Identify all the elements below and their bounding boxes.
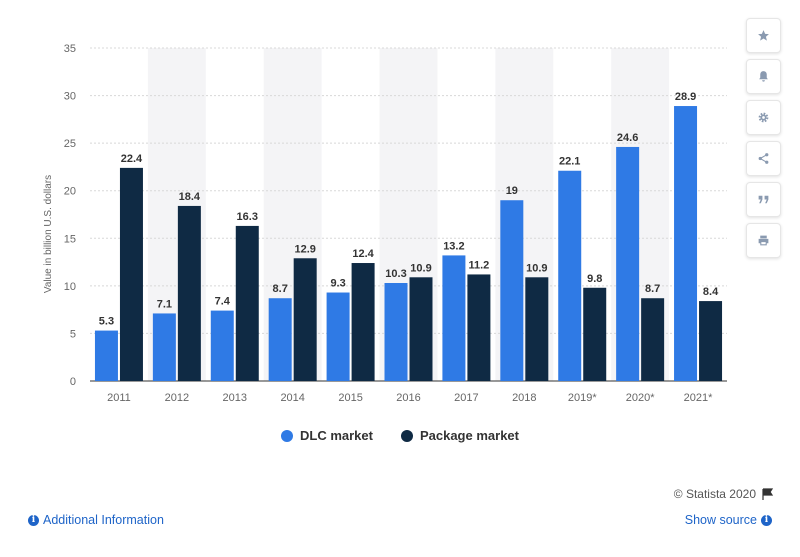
info-icon: i xyxy=(761,514,772,526)
cite-button[interactable] xyxy=(746,182,781,217)
share-icon xyxy=(758,153,769,164)
bar-package xyxy=(351,263,375,381)
data-label-dlc: 9.3 xyxy=(330,278,345,290)
additional-information-link[interactable]: i Additional Information xyxy=(28,513,164,527)
data-label-dlc: 28.9 xyxy=(675,91,696,103)
bar-package xyxy=(699,301,723,381)
data-label-dlc: 22.1 xyxy=(559,156,580,168)
bar-package xyxy=(235,225,259,381)
bar-dlc xyxy=(268,298,292,381)
legend-item-dlc[interactable]: DLC market xyxy=(281,428,373,443)
legend-label-package: Package market xyxy=(419,428,519,443)
data-label-package: 9.8 xyxy=(587,273,602,285)
favorite-button[interactable] xyxy=(746,18,781,53)
y-axis-title: Value in billion U.S. dollars xyxy=(43,175,54,293)
data-label-package: 22.4 xyxy=(121,153,143,165)
data-label-package: 12.9 xyxy=(294,243,315,255)
x-tick-label: 2013 xyxy=(223,392,247,404)
bar-package xyxy=(293,258,317,381)
gear-icon xyxy=(758,112,769,123)
legend-item-package[interactable]: Package market xyxy=(400,428,519,443)
flag-icon xyxy=(762,488,774,500)
legend-swatch-package xyxy=(400,429,413,442)
x-tick-label: 2012 xyxy=(165,392,189,404)
bar-package xyxy=(409,277,433,381)
statista-credit: © Statista 2020 xyxy=(674,487,774,501)
alert-button[interactable] xyxy=(746,59,781,94)
y-tick-label: 25 xyxy=(64,138,76,150)
data-label-dlc: 8.7 xyxy=(273,283,288,295)
additional-information-label: Additional Information xyxy=(43,513,164,527)
y-tick-label: 15 xyxy=(64,233,76,245)
data-label-package: 10.9 xyxy=(410,262,431,274)
quote-icon xyxy=(758,195,769,204)
x-tick-label: 2015 xyxy=(338,392,362,404)
data-label-dlc: 24.6 xyxy=(617,132,638,144)
show-source-link[interactable]: Show source i xyxy=(685,513,772,527)
bell-icon xyxy=(759,71,768,82)
x-tick-label: 2018 xyxy=(512,392,536,404)
bar-package xyxy=(177,205,201,381)
bar-package xyxy=(119,167,143,381)
data-label-package: 8.7 xyxy=(645,283,660,295)
x-tick-label: 2021* xyxy=(684,392,713,404)
data-label-dlc: 7.4 xyxy=(215,296,231,308)
data-label-dlc: 13.2 xyxy=(443,240,464,252)
bar-package xyxy=(525,277,549,381)
x-tick-label: 2011 xyxy=(107,392,131,404)
x-tick-label: 2016 xyxy=(396,392,420,404)
data-label-package: 10.9 xyxy=(526,262,547,274)
x-tick-label: 2017 xyxy=(454,392,478,404)
bar-dlc xyxy=(210,310,234,381)
y-tick-label: 20 xyxy=(64,186,76,198)
bar-dlc xyxy=(674,106,698,381)
side-toolbar xyxy=(746,18,781,258)
y-tick-label: 35 xyxy=(64,43,76,55)
credit-text: © Statista 2020 xyxy=(673,487,756,501)
y-tick-label: 10 xyxy=(64,281,76,293)
x-tick-label: 2019* xyxy=(568,392,597,404)
settings-button[interactable] xyxy=(746,100,781,135)
show-source-label: Show source xyxy=(684,513,757,527)
y-tick-label: 5 xyxy=(70,328,76,340)
legend: DLC market Package market xyxy=(0,428,800,443)
y-tick-label: 0 xyxy=(70,376,76,388)
x-tick-label: 2020* xyxy=(626,392,655,404)
bar-dlc xyxy=(152,313,176,381)
bar-dlc xyxy=(500,200,524,381)
star-icon xyxy=(758,30,769,41)
labels: 0 5 10 15 20 25 30 35 5.3 22.4 2011 7.1 18.4 2012 7.4 1… xyxy=(64,43,719,404)
bar-dlc xyxy=(442,255,466,381)
share-button[interactable] xyxy=(746,141,781,176)
bar-package xyxy=(583,287,607,381)
data-label-package: 8.4 xyxy=(703,286,719,298)
data-label-dlc: 7.1 xyxy=(157,298,172,310)
x-tick-label: 2014 xyxy=(280,392,304,404)
bar-package xyxy=(641,298,665,381)
bar-dlc xyxy=(616,146,640,381)
legend-swatch-dlc xyxy=(281,429,293,442)
legend-label-dlc: DLC market xyxy=(300,428,373,443)
bars xyxy=(94,106,723,381)
data-label-package: 16.3 xyxy=(237,211,258,223)
bar-dlc xyxy=(384,283,408,381)
bar-dlc xyxy=(326,292,350,381)
data-label-dlc: 5.3 xyxy=(99,316,114,328)
data-label-package: 18.4 xyxy=(179,191,201,203)
bar-dlc xyxy=(558,170,582,381)
print-button[interactable] xyxy=(746,223,781,258)
bar-dlc xyxy=(94,330,118,381)
data-label-package: 11.2 xyxy=(469,259,490,271)
print-icon xyxy=(758,235,769,246)
info-icon: i xyxy=(28,514,39,526)
data-label-dlc: 19 xyxy=(506,185,518,197)
data-label-dlc: 10.3 xyxy=(385,268,406,280)
y-tick-label: 30 xyxy=(64,91,76,103)
data-label-package: 12.4 xyxy=(352,248,374,260)
bar-package xyxy=(467,274,491,381)
